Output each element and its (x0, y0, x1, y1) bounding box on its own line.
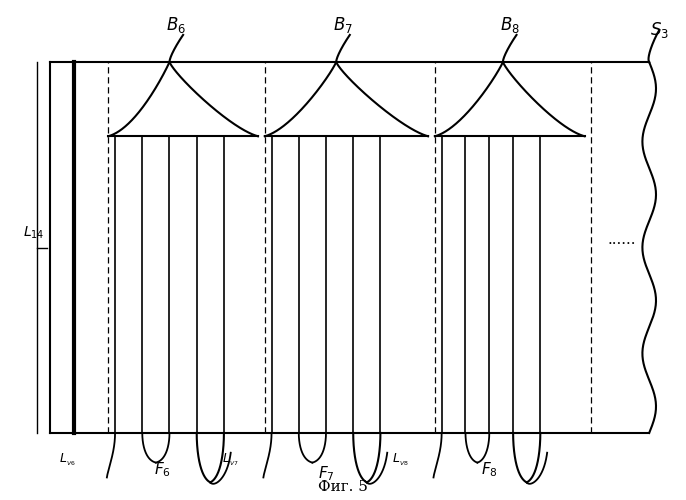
Text: $F_8$: $F_8$ (481, 460, 497, 479)
Text: ......: ...... (608, 233, 636, 247)
Text: $B_7$: $B_7$ (333, 15, 353, 35)
Text: $B_6$: $B_6$ (166, 15, 187, 35)
Text: Фиг. 5: Фиг. 5 (318, 480, 368, 494)
Text: $L_{14}$: $L_{14}$ (23, 224, 45, 241)
Text: $L_{_{V6}}$: $L_{_{V6}}$ (59, 452, 75, 468)
Text: $L_{_{V8}}$: $L_{_{V8}}$ (392, 452, 409, 468)
Text: $S_3$: $S_3$ (650, 20, 669, 40)
Text: $B_8$: $B_8$ (500, 15, 520, 35)
Text: $F_7$: $F_7$ (318, 464, 334, 483)
Text: $F_6$: $F_6$ (154, 460, 171, 479)
Text: $L_{_{V7}}$: $L_{_{V7}}$ (222, 452, 239, 468)
